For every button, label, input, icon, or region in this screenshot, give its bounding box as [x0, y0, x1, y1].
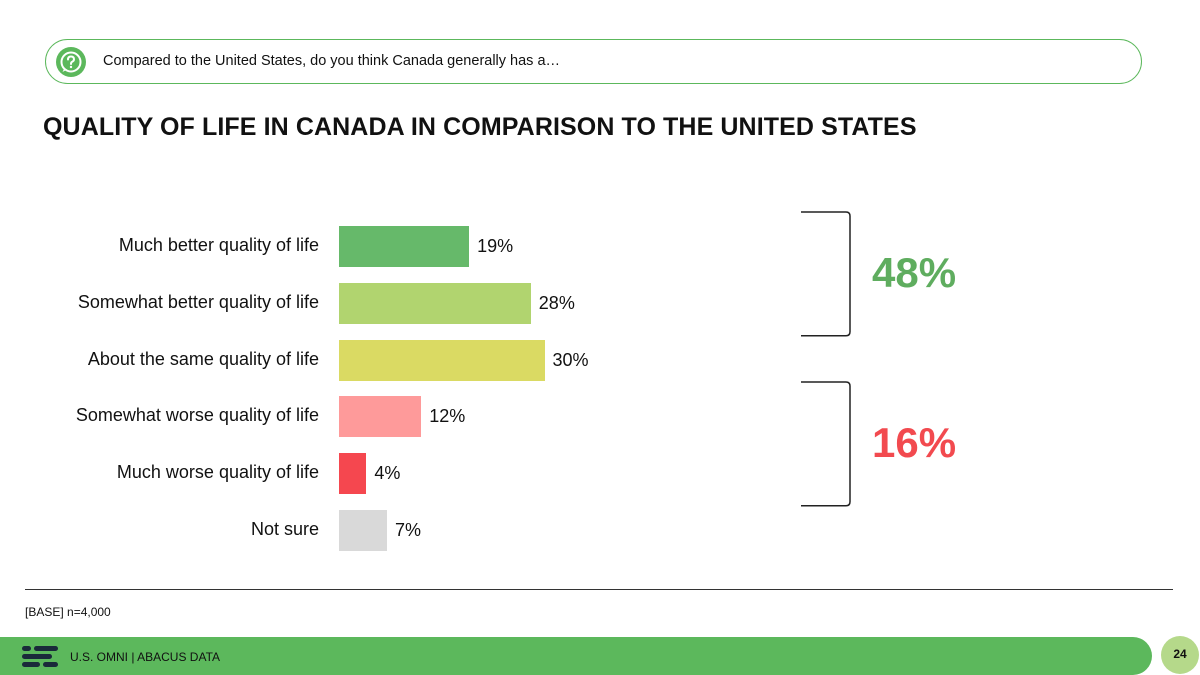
value-label: 28% — [538, 292, 575, 313]
value-label: 19% — [477, 236, 514, 256]
bracket — [801, 211, 851, 337]
footer-bar — [0, 637, 1152, 675]
summary-total: 48% — [872, 248, 957, 296]
bar — [339, 282, 531, 324]
divider-line — [25, 589, 1173, 590]
page-number-badge: 24 — [1161, 636, 1199, 674]
page-number: 24 — [1173, 647, 1187, 661]
footer-text: U.S. OMNI | ABACUS DATA — [70, 650, 221, 664]
category-label: Much better quality of life — [118, 235, 319, 255]
summary-total: 16% — [872, 419, 957, 467]
value-label: 12% — [429, 406, 466, 427]
base-note: [BASE] n=4,000 — [25, 605, 111, 619]
chart-title: QUALITY OF LIFE IN CANADA IN COMPARISON … — [43, 113, 917, 141]
category-label: Much worse quality of life — [116, 462, 319, 483]
bar — [339, 339, 545, 381]
bar — [339, 226, 470, 267]
category-label: Somewhat worse quality of life — [75, 405, 319, 426]
category-label: Not sure — [250, 519, 319, 539]
question-box: Compared to the United States, do you th… — [45, 39, 1142, 84]
category-label: About the same quality of life — [87, 348, 319, 369]
bracket — [801, 381, 851, 507]
question-bubble-icon — [56, 47, 86, 77]
abacus-logo-icon — [22, 646, 60, 673]
value-label: 4% — [374, 463, 401, 484]
bar — [339, 510, 387, 551]
bar — [339, 453, 367, 495]
question-text: Compared to the United States, do you th… — [103, 53, 561, 69]
category-label: Somewhat better quality of life — [77, 291, 319, 312]
value-label: 30% — [552, 349, 589, 370]
value-label: 7% — [394, 520, 421, 540]
bar — [339, 396, 422, 438]
